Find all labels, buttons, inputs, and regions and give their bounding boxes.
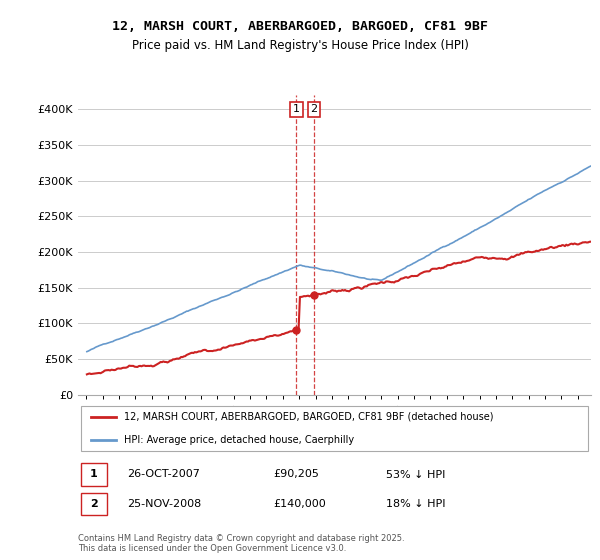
- Text: 12, MARSH COURT, ABERBARGOED, BARGOED, CF81 9BF: 12, MARSH COURT, ABERBARGOED, BARGOED, C…: [112, 20, 488, 32]
- Text: 18% ↓ HPI: 18% ↓ HPI: [386, 499, 445, 509]
- Text: 25-NOV-2008: 25-NOV-2008: [127, 499, 201, 509]
- Text: HPI: Average price, detached house, Caerphilly: HPI: Average price, detached house, Caer…: [124, 435, 354, 445]
- FancyBboxPatch shape: [80, 493, 107, 515]
- Text: 53% ↓ HPI: 53% ↓ HPI: [386, 469, 445, 479]
- Text: £140,000: £140,000: [273, 499, 326, 509]
- Text: 12, MARSH COURT, ABERBARGOED, BARGOED, CF81 9BF (detached house): 12, MARSH COURT, ABERBARGOED, BARGOED, C…: [124, 412, 494, 422]
- Text: 1: 1: [90, 469, 98, 479]
- Text: Contains HM Land Registry data © Crown copyright and database right 2025.
This d: Contains HM Land Registry data © Crown c…: [78, 534, 404, 553]
- Text: 2: 2: [90, 499, 98, 509]
- Text: 2: 2: [310, 105, 317, 114]
- Text: 1: 1: [293, 105, 300, 114]
- Text: £90,205: £90,205: [273, 469, 319, 479]
- Text: 26-OCT-2007: 26-OCT-2007: [127, 469, 200, 479]
- Text: Price paid vs. HM Land Registry's House Price Index (HPI): Price paid vs. HM Land Registry's House …: [131, 39, 469, 52]
- FancyBboxPatch shape: [80, 405, 589, 451]
- FancyBboxPatch shape: [80, 463, 107, 486]
